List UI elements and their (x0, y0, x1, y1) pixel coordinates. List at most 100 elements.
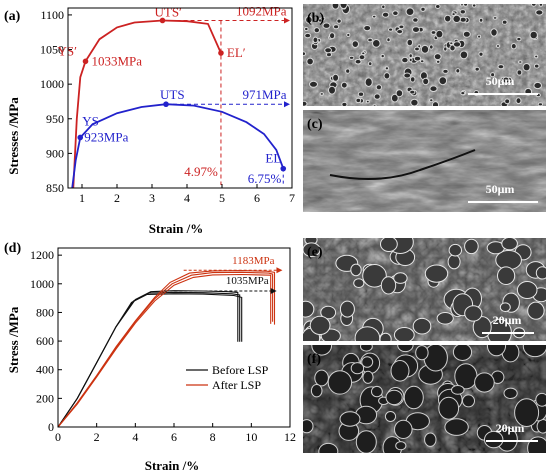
dimple-texture (412, 317, 432, 335)
dimple-texture (361, 51, 366, 56)
dimple-texture (336, 18, 342, 24)
y-tick-label-d: 400 (36, 363, 54, 377)
dimple-texture (310, 384, 323, 398)
dimple-texture (419, 59, 425, 64)
dimple-texture (538, 4, 544, 7)
annotation-a: UTS′ (155, 5, 183, 20)
dimple-texture (478, 51, 484, 57)
dimple-texture (537, 102, 544, 106)
dimple-texture (531, 4, 537, 7)
dimple-texture (420, 44, 430, 54)
dimple-texture (451, 385, 465, 395)
dimple-texture (365, 99, 370, 104)
dimple-texture (459, 9, 466, 15)
dimple-texture (324, 47, 333, 54)
series-line-d-0 (57, 290, 239, 428)
dimple-texture (420, 6, 426, 12)
dimple-texture (444, 418, 469, 436)
panel-label-c: (c) (307, 117, 323, 132)
dimple-texture (306, 57, 314, 66)
dimple-texture (516, 36, 522, 42)
dimple-texture (360, 345, 373, 352)
dimple-texture (311, 345, 333, 356)
x-tick-label-a: 4 (184, 191, 190, 205)
dimple-texture (430, 30, 437, 35)
dimple-texture (357, 91, 365, 97)
dimple-texture (499, 302, 511, 313)
dimple-texture (460, 91, 466, 96)
dimple-texture (449, 41, 454, 46)
dimple-texture (471, 4, 477, 8)
annotation-a: YS (82, 114, 99, 129)
dimple-texture (303, 242, 321, 257)
y-tick-label-d: 200 (36, 391, 54, 405)
key-point-marker (77, 134, 84, 141)
dimple-texture (515, 97, 522, 105)
dimple-texture (535, 9, 544, 16)
dimple-texture (379, 332, 392, 341)
y-tick-label-a: 900 (46, 146, 64, 160)
dimple-texture (462, 394, 475, 408)
panel-label-f: (f) (307, 352, 321, 367)
dimple-texture (388, 27, 394, 32)
dimple-texture (438, 396, 460, 420)
dimple-texture (409, 89, 416, 95)
y-tick-label-d: 1200 (30, 248, 54, 262)
annotation-d: 1035MPa (226, 275, 269, 287)
annotation-a: UTS (160, 87, 185, 102)
dimple-texture (348, 55, 355, 60)
dimple-texture (319, 92, 324, 96)
dimple-texture (410, 98, 419, 106)
dimple-texture (327, 370, 353, 395)
dimple-texture (361, 356, 374, 368)
y-axis-title-a: Stresses /MPa (6, 97, 21, 175)
dimple-texture (332, 73, 340, 82)
dimple-texture (381, 4, 386, 10)
dimple-texture (304, 26, 309, 32)
dimple-texture (403, 385, 424, 410)
dimple-texture (422, 77, 430, 86)
dimple-texture (424, 432, 437, 447)
dimple-texture (390, 360, 410, 382)
dimple-texture (474, 372, 495, 393)
legend-label-after: After LSP (212, 378, 261, 392)
dimple-texture (339, 4, 348, 10)
dimple-texture (401, 56, 409, 64)
panel-label-b: (b) (307, 11, 324, 26)
dimple-texture (533, 81, 543, 90)
key-point-marker (218, 50, 224, 56)
annotation-a: EL (265, 151, 281, 166)
dimple-texture (384, 411, 397, 422)
dimple-texture (304, 32, 312, 39)
dimple-texture (424, 264, 449, 283)
dimple-texture (504, 98, 511, 105)
dimple-texture (409, 76, 416, 83)
dimple-texture (478, 17, 484, 23)
dimple-texture (385, 389, 403, 406)
dimple-texture (464, 305, 483, 322)
y-tick-label-d: 800 (36, 305, 54, 319)
dimple-texture (502, 76, 510, 84)
y-tick-label-a: 1050 (40, 43, 64, 57)
x-tick-label-d: 8 (210, 430, 216, 444)
x-tick-label-d: 4 (132, 430, 138, 444)
dimple-texture (381, 11, 390, 18)
dimple-texture (309, 80, 318, 88)
dimple-texture (320, 305, 337, 320)
x-tick-label-d: 6 (171, 430, 177, 444)
y-tick-label-a: 950 (46, 112, 64, 126)
dimple-texture (510, 43, 517, 50)
dimple-texture (371, 14, 377, 19)
dimple-texture (443, 46, 448, 52)
dimple-texture (536, 419, 546, 434)
micrograph-c-texture (303, 110, 546, 212)
dimple-texture (518, 60, 523, 64)
dimple-texture (367, 61, 373, 67)
y-tick-label-d: 0 (48, 420, 54, 434)
arrow-head-blue (284, 101, 290, 108)
dimple-texture (438, 76, 448, 86)
dimple-texture (460, 4, 464, 7)
dimple-texture (497, 266, 516, 286)
y-tick-label-a: 1000 (40, 77, 64, 91)
